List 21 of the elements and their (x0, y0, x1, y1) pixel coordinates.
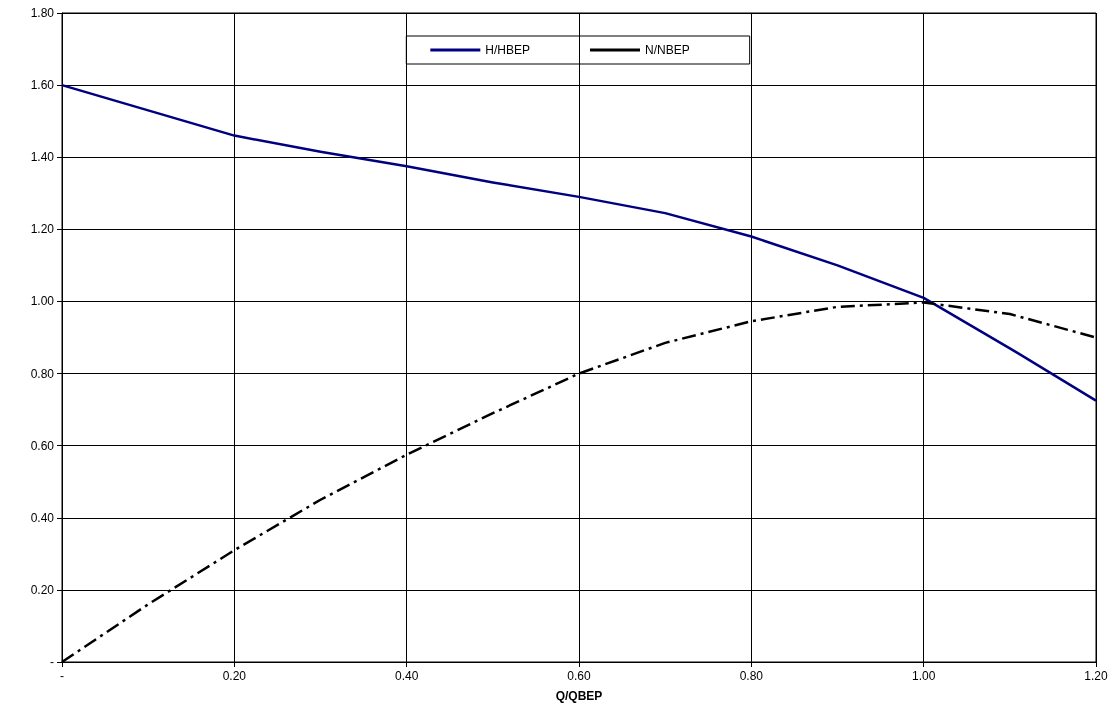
legend-label: H/HBEP (485, 43, 531, 57)
y-tick-label: 1.60 (30, 78, 55, 93)
x-tick-label: - (60, 669, 64, 683)
x-tick-label: 1.20 (1084, 669, 1108, 683)
y-tick-label: 0.20 (30, 582, 55, 597)
x-tick-label: 0.20 (222, 669, 247, 683)
x-tick-label: 0.80 (739, 669, 764, 683)
x-tick-label: 0.40 (394, 669, 419, 683)
y-tick-label: 1.40 (30, 150, 55, 165)
y-tick-label: - (50, 655, 54, 669)
y-tick-label: 0.80 (30, 366, 55, 381)
y-tick-label: 1.00 (30, 294, 55, 309)
y-tick-label: 0.60 (30, 438, 55, 453)
legend-label: N/NBEP (645, 43, 690, 57)
x-axis-title: Q/QBEP (555, 689, 603, 703)
x-tick-label: 1.00 (911, 669, 936, 683)
y-tick-label: 1.80 (30, 6, 55, 20)
x-tick-label: 0.60 (567, 669, 591, 683)
y-tick-label: 0.40 (30, 510, 55, 525)
line-series (60, 83, 1098, 402)
y-tick-label: 1.20 (30, 222, 55, 237)
